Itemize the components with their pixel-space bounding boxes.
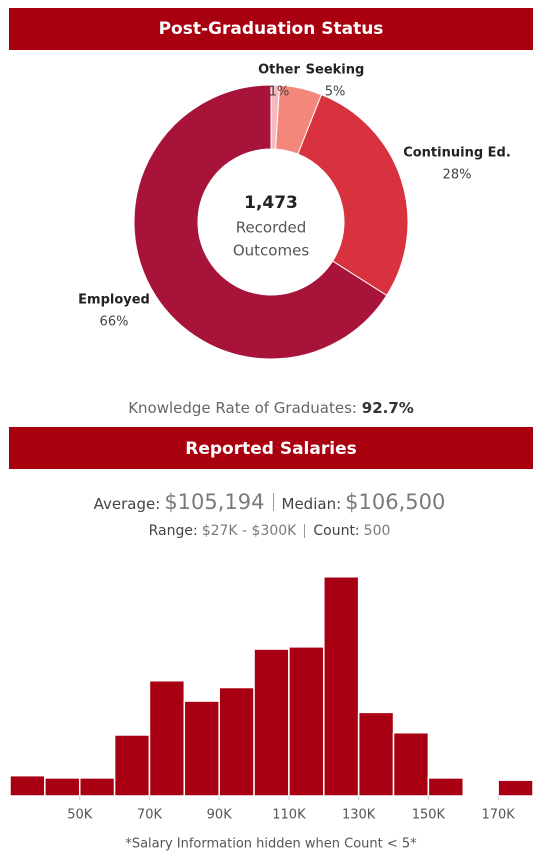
stat-value: $105,194 — [164, 490, 265, 514]
histogram-bar — [44, 777, 81, 797]
stat-label: Median: — [281, 495, 342, 513]
stat-value: $106,500 — [345, 490, 446, 514]
section-title: Post-Graduation Status — [159, 19, 384, 39]
center-label: Outcomes — [233, 242, 309, 260]
histogram-bar — [9, 774, 46, 797]
stat-value: $27K - $300K — [201, 523, 297, 539]
histogram-bar — [497, 779, 534, 797]
knowledge-rate: Knowledge Rate of Graduates: 92.7% — [128, 399, 414, 417]
slice-label: Other — [258, 63, 300, 78]
knowledge-value: 92.7% — [362, 399, 414, 417]
slice-value: 66% — [100, 315, 129, 330]
stat-label: Average: — [93, 495, 161, 513]
histogram-bar — [323, 576, 360, 797]
x-tick-label: 110K — [272, 808, 306, 823]
x-tick-label: 130K — [342, 808, 376, 823]
stat-value: 500 — [363, 523, 391, 539]
x-tick-label: 170K — [481, 808, 515, 823]
histogram-bar — [148, 679, 186, 797]
center-label: Recorded — [236, 219, 307, 237]
donut-slice — [297, 93, 409, 297]
histogram-bar — [392, 731, 430, 797]
knowledge-label: Knowledge Rate of Graduates: — [128, 399, 357, 417]
slice-value: 28% — [443, 168, 472, 183]
slice-label: Continuing Ed. — [403, 146, 511, 161]
histogram-bar — [288, 646, 325, 797]
header-bar — [9, 8, 533, 50]
histogram-bar — [253, 648, 290, 797]
slice-label: Employed — [78, 293, 150, 308]
histogram-bar — [357, 711, 395, 797]
header-bar — [9, 427, 533, 469]
separator — [272, 493, 274, 511]
center-label: 1,473 — [244, 193, 298, 213]
histogram-bar — [113, 734, 151, 797]
donut-slice — [133, 84, 388, 360]
section-title: Reported Salaries — [185, 439, 356, 459]
histogram-bar — [78, 777, 116, 797]
x-tick-label: 90K — [207, 808, 233, 823]
histogram-bar — [218, 686, 255, 797]
stat-label: Range: — [148, 523, 198, 539]
salary-range: Range: $27K - $300K Count: 500 — [0, 523, 539, 539]
slice-value: 1% — [269, 85, 290, 100]
slice-label: Seeking — [306, 63, 365, 78]
slice-value: 5% — [325, 85, 346, 100]
histogram-bar — [183, 700, 220, 797]
x-tick-label: 50K — [67, 808, 93, 823]
x-tick-label: 150K — [412, 808, 446, 823]
salary-summary: Average: $105,194 Median: $106,500 — [0, 490, 539, 514]
footnote: *Salary Information hidden when Count < … — [125, 837, 417, 852]
x-tick-label: 70K — [137, 808, 163, 823]
separator — [304, 524, 306, 538]
stat-label: Count: — [313, 523, 360, 539]
histogram-bar — [427, 777, 465, 797]
